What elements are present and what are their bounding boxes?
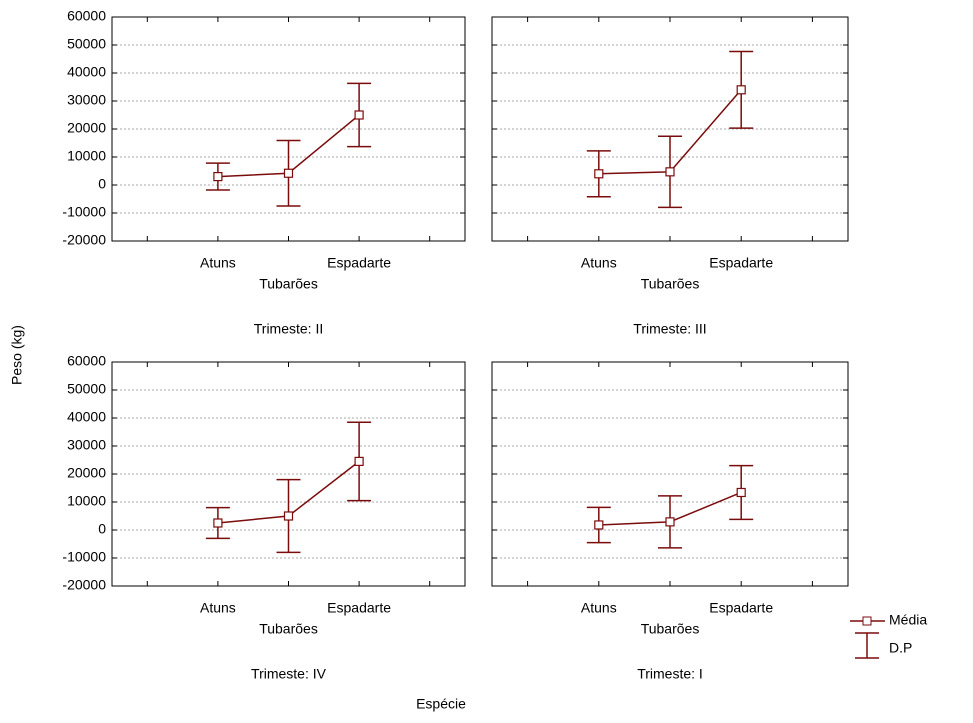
mean-marker: [354, 456, 364, 466]
mean-marker: [594, 169, 604, 179]
x-tick-label: Atuns: [581, 600, 617, 616]
y-tick-label: 30000: [67, 437, 106, 453]
mean-marker: [665, 167, 675, 177]
mean-marker: [213, 518, 223, 528]
y-tick-label: 10000: [67, 493, 106, 509]
y-tick-label: 50000: [67, 381, 106, 397]
y-tick-label: 0: [98, 521, 106, 537]
y-tick-label: 40000: [67, 64, 106, 80]
plot-frame: [111, 361, 466, 587]
x-tick-label: Atuns: [200, 255, 236, 271]
plot-frame: [111, 16, 466, 242]
mean-marker: [736, 85, 746, 95]
mean-marker: [213, 172, 223, 182]
y-tick-label: 50000: [67, 36, 106, 52]
y-tick-label: 30000: [67, 92, 106, 108]
y-axis-label: Peso (kg): [9, 325, 25, 385]
y-tick-label: -10000: [62, 204, 106, 220]
x-tick-label: Espadarte: [327, 600, 391, 616]
panel-title: Trimeste: III: [633, 321, 706, 337]
y-tick-label: 20000: [67, 465, 106, 481]
legend-marker: [862, 616, 872, 626]
mean-marker: [594, 520, 604, 530]
y-tick-label: -20000: [62, 577, 106, 593]
x-axis-label: Espécie: [416, 696, 466, 712]
mean-marker: [283, 511, 294, 521]
y-tick-label: 40000: [67, 409, 106, 425]
mean-marker: [354, 110, 364, 120]
y-tick-label: -10000: [62, 549, 106, 565]
y-tick-label: 10000: [67, 148, 106, 164]
plot-frame: [491, 361, 849, 587]
x-tick-label: Tubarões: [259, 276, 318, 292]
y-tick-label: 60000: [67, 8, 106, 24]
mean-marker: [283, 168, 294, 178]
panel-title: Trimeste: II: [254, 321, 324, 337]
x-tick-label: Espadarte: [709, 600, 773, 616]
x-tick-label: Espadarte: [327, 255, 391, 271]
x-tick-label: Espadarte: [709, 255, 773, 271]
mean-marker: [736, 487, 746, 498]
legend-errorbar: [855, 632, 879, 659]
panel-title: Trimeste: I: [637, 666, 703, 682]
x-tick-label: Atuns: [581, 255, 617, 271]
mean-marker: [665, 517, 675, 527]
x-tick-label: Tubarões: [641, 276, 700, 292]
x-tick-label: Tubarões: [641, 621, 700, 637]
plot-frame: [491, 16, 849, 242]
x-tick-label: Tubarões: [259, 621, 318, 637]
legend-label: D.P: [889, 640, 912, 656]
y-tick-label: 0: [98, 176, 106, 192]
y-tick-label: 20000: [67, 120, 106, 136]
y-tick-label: -20000: [62, 232, 106, 248]
y-tick-label: 60000: [67, 353, 106, 369]
panel-title: Trimeste: IV: [251, 666, 327, 682]
x-tick-label: Atuns: [200, 600, 236, 616]
legend-label: Média: [889, 612, 927, 628]
